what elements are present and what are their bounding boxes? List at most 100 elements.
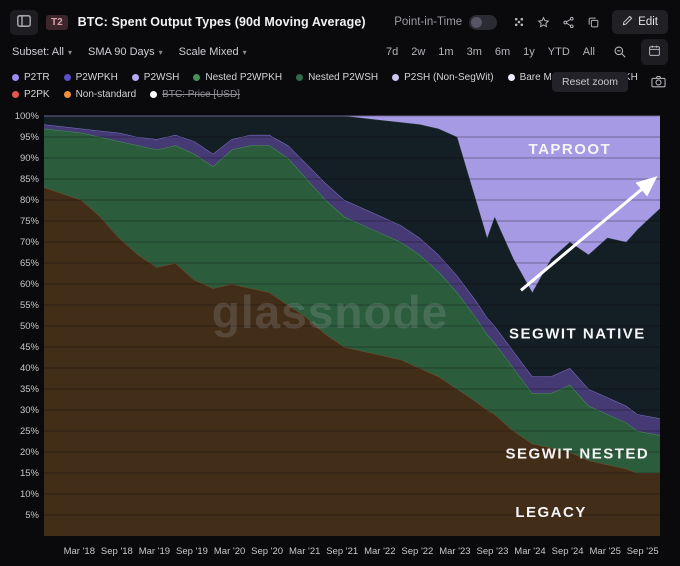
legend-item-p2wpkh[interactable]: P2WPKH xyxy=(63,72,118,83)
point-in-time-label: Point-in-Time xyxy=(394,16,463,28)
legend-dot xyxy=(150,91,158,98)
range-all[interactable]: All xyxy=(582,46,595,58)
edge-p2wsh xyxy=(43,123,661,419)
x-axis-label: Mar '19 xyxy=(139,546,170,557)
trend-arrow xyxy=(520,176,658,292)
legend-dot xyxy=(507,74,515,81)
legend-item-btc-price-usd[interactable]: BTC: Price [USD] xyxy=(150,89,240,100)
chevron-down-icon: ▾ xyxy=(158,47,163,57)
x-axis-label: Mar '21 xyxy=(289,546,320,557)
range-3m[interactable]: 3m xyxy=(466,46,482,58)
reset-zoom-button[interactable]: Reset zoom xyxy=(551,72,628,92)
stacked-area-chart[interactable]: 100% 95% 90% 85% 80% 75% 70% 65% 60% 55% 50% 45% 40%… xyxy=(0,106,680,566)
x-axis-label: Mar '22 xyxy=(364,546,395,557)
range-6m[interactable]: 6m xyxy=(494,46,511,58)
dots-grid-icon[interactable] xyxy=(507,12,531,32)
chevron-down-icon: ▾ xyxy=(242,47,247,57)
chevron-down-icon: ▾ xyxy=(67,47,72,57)
dropdown-scale[interactable]: Scale Mixed ▾ xyxy=(179,46,247,58)
chart-canvas[interactable]: 100% 95% 90% 85% 80% 75% 70% 65% 60% 55% 50% 45% 40%… xyxy=(0,106,680,566)
x-axis-label: Mar '20 xyxy=(214,546,245,557)
legend-dot xyxy=(392,74,400,81)
annotation-segwit-nested: SEGWIT NESTED xyxy=(506,445,650,462)
y-axis-label: 30% xyxy=(20,405,40,416)
calendar-icon-button[interactable] xyxy=(641,39,668,65)
area-p2tr_taproot xyxy=(44,116,660,293)
y-axis-label: 40% xyxy=(20,363,40,374)
camera-icon[interactable] xyxy=(649,73,668,93)
zoom-out-icon[interactable] xyxy=(607,41,633,63)
y-axis-label: 90% xyxy=(20,153,40,164)
share-icon[interactable] xyxy=(556,12,581,33)
range-2w[interactable]: 2w xyxy=(411,46,426,58)
y-axis-label: 5% xyxy=(25,510,39,521)
legend-dot xyxy=(63,74,71,81)
layout-columns-icon-button[interactable] xyxy=(10,9,38,35)
edit-button-label: Edit xyxy=(638,16,658,28)
y-axis-label: 95% xyxy=(20,132,40,143)
legend-label: P2WPKH xyxy=(75,72,118,83)
legend-dot xyxy=(12,91,19,98)
legend-label: Nested P2WPKH xyxy=(205,72,283,83)
legend-label: P2WSH xyxy=(143,72,180,83)
legend-item-nested-p2wsh[interactable]: Nested P2WSH xyxy=(296,72,378,83)
x-axis-label: Mar '23 xyxy=(439,546,470,557)
area-p2pkh_legacy xyxy=(44,187,660,536)
legend-label: P2SH (Non-SegWit) xyxy=(404,72,494,83)
legend-item-non-standard[interactable]: Non-standard xyxy=(63,89,137,100)
y-axis-label: 25% xyxy=(20,426,40,437)
legend-item-p2tr[interactable]: P2TR xyxy=(12,72,50,83)
legend-item-p2wsh[interactable]: P2WSH xyxy=(131,72,180,83)
x-axis-label: Mar '18 xyxy=(64,546,95,557)
legend-item-p2pk[interactable]: P2PK xyxy=(12,89,50,100)
x-axis-label: Sep '20 xyxy=(251,546,283,557)
legend-label: P2PK xyxy=(24,89,50,100)
y-axis-label: 20% xyxy=(20,447,40,458)
x-axis-label: Mar '24 xyxy=(514,546,545,557)
legend-row-1: P2TR P2WPKH P2WSH Nested P2WPKH Nested P2WSH… xyxy=(12,69,638,86)
legend-item-p2sh-non-segwit[interactable]: P2SH (Non-SegWit) xyxy=(392,72,494,83)
legend-dot xyxy=(296,74,304,81)
x-axis-label: Sep '19 xyxy=(176,546,208,557)
y-axis-label: 10% xyxy=(20,489,40,500)
toolbar: Subset: All ▾ SMA 90 Days ▾ Scale Mixed ▾ 7d 2… xyxy=(0,38,680,66)
x-axis-label: Sep '18 xyxy=(101,546,133,557)
x-axis-label: Sep '21 xyxy=(326,546,358,557)
y-axis-label: 55% xyxy=(20,300,40,311)
dropdown-label: Scale Mixed xyxy=(178,46,239,58)
range-1y[interactable]: 1y xyxy=(523,46,535,58)
header: T2 BTC: Spent Output Types (90d Moving A… xyxy=(0,0,680,38)
area-p2wsh xyxy=(44,124,660,436)
y-axis-label: 45% xyxy=(20,342,40,353)
y-axis-label: 80% xyxy=(20,195,40,206)
range-ytd[interactable]: YTD xyxy=(547,46,570,58)
y-axis-label: 65% xyxy=(20,258,40,269)
x-axis-label: Sep '25 xyxy=(627,546,659,557)
star-icon[interactable] xyxy=(531,12,556,33)
edit-button[interactable]: Edit xyxy=(612,10,668,34)
layout-columns-icon xyxy=(17,14,31,30)
legend-item-nested-p2wpkh[interactable]: Nested P2WPKH xyxy=(193,72,282,83)
copy-icon[interactable] xyxy=(581,12,606,33)
legend-row-2: P2PK Non-standard BTC: Price [USD] xyxy=(12,86,530,103)
y-axis-label: 75% xyxy=(20,216,40,227)
point-in-time-toggle[interactable] xyxy=(469,14,498,30)
annotation-taproot: TAPROOT xyxy=(529,141,612,158)
range-1m[interactable]: 1m xyxy=(438,46,454,58)
y-axis-label: 70% xyxy=(20,237,40,248)
legend-label: BTC: Price [USD] xyxy=(162,89,240,100)
y-axis-label: 50% xyxy=(20,321,40,332)
y-axis-label: 85% xyxy=(20,174,40,185)
legend-dot xyxy=(193,74,201,81)
legend: P2TR P2WPKH P2WSH Nested P2WPKH Nested P2WSH… xyxy=(0,66,680,106)
range-7d[interactable]: 7d xyxy=(385,46,399,58)
annotation-legacy: LEGACY xyxy=(515,504,587,521)
dropdown-subset[interactable]: Subset: All ▾ xyxy=(12,46,72,58)
time-range-group: 7d 2w 1m 3m 6m 1y YTD All xyxy=(386,46,595,58)
legend-label: P2TR xyxy=(24,72,50,83)
dropdown-label: SMA 90 Days xyxy=(88,46,155,58)
dropdown-sma[interactable]: SMA 90 Days ▾ xyxy=(88,46,163,58)
legend-label: Non-standard xyxy=(75,89,137,100)
legend-item-bare-multisig[interactable]: Bare MultiSig xyxy=(507,72,579,83)
